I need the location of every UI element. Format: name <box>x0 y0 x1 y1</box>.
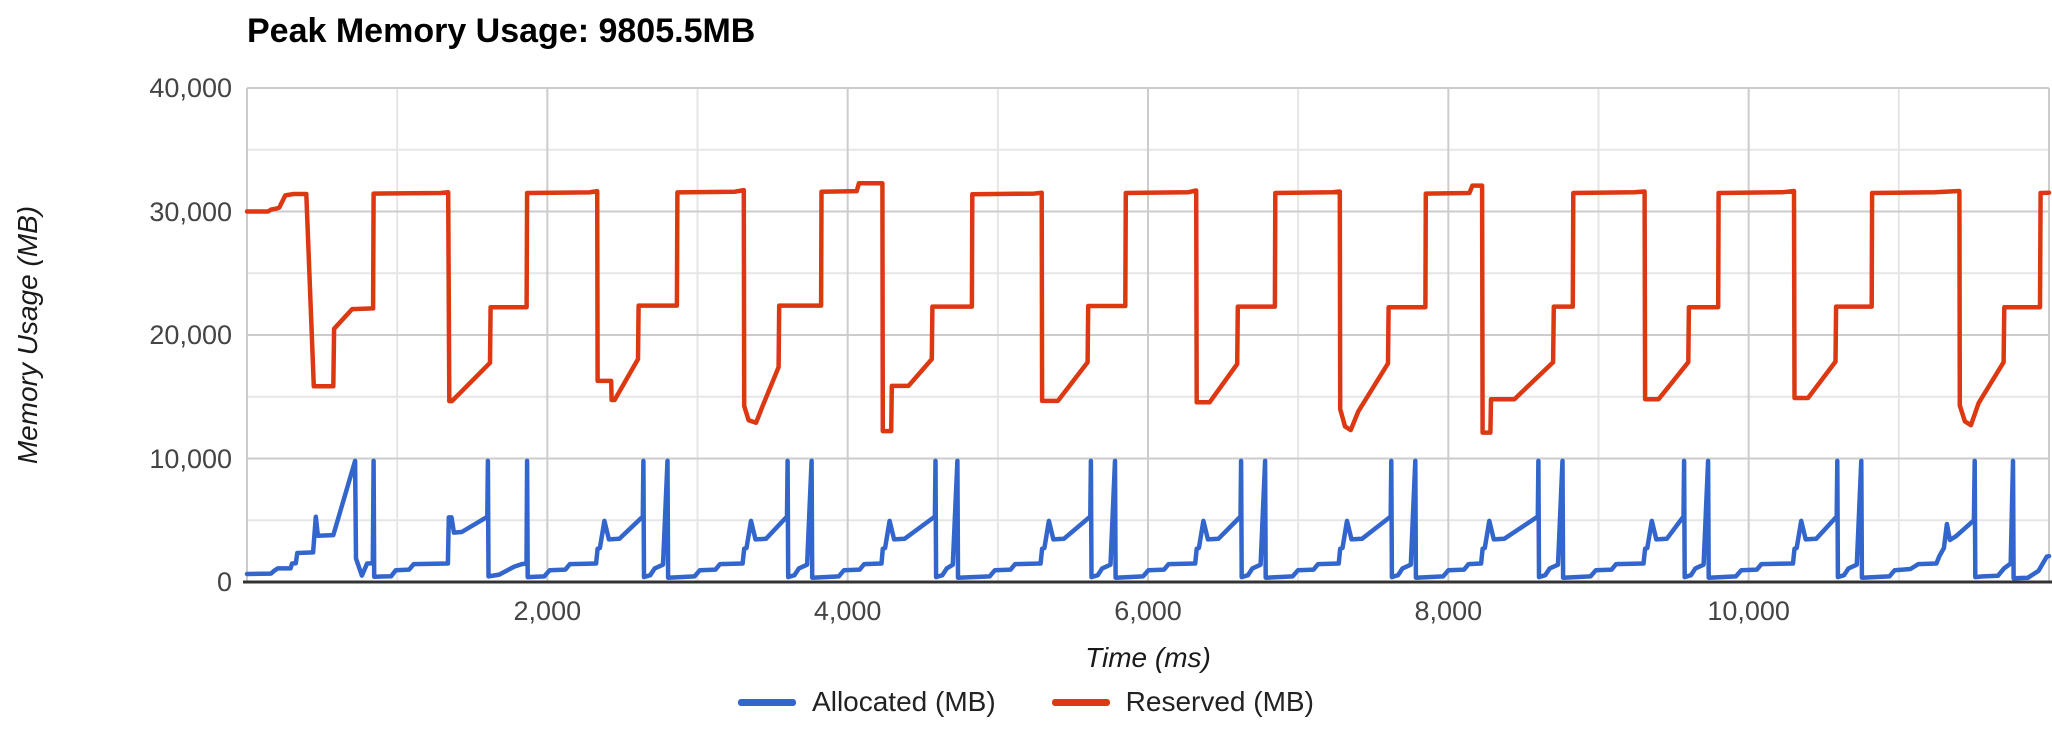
allocated-series-label: Allocated (MB) <box>812 686 996 717</box>
y-tick-label: 10,000 <box>149 443 232 474</box>
x-tick-label: 6,000 <box>1114 596 1182 626</box>
y-tick-label: 40,000 <box>149 73 232 103</box>
reserved-series-label: Reserved (MB) <box>1125 686 1314 717</box>
chart-legend: Allocated (MB) Reserved (MB) <box>0 686 2052 718</box>
x-axis-title: Time (ms) <box>1085 642 1211 673</box>
reserved-series-line <box>244 181 2052 435</box>
x-tick-label: 2,000 <box>513 596 582 626</box>
y-tick-label: 20,000 <box>149 320 232 350</box>
reserved-series-swatch <box>1051 698 1110 706</box>
x-tick-label: 4,000 <box>813 596 882 626</box>
allocated-series-line <box>244 458 2052 581</box>
allocated-series-swatch <box>738 698 797 706</box>
y-tick-label: 30,000 <box>149 196 232 227</box>
x-tick-label: 8,000 <box>1414 596 1483 626</box>
chart-title: Peak Memory Usage: 9805.5MB <box>247 12 756 50</box>
x-tick-label: 10,000 <box>1707 596 1790 626</box>
legend-item-reserved: Reserved (MB) <box>1051 686 1314 718</box>
legend-item-allocated: Allocated (MB) <box>738 686 996 718</box>
y-tick-label: 0 <box>216 567 232 597</box>
